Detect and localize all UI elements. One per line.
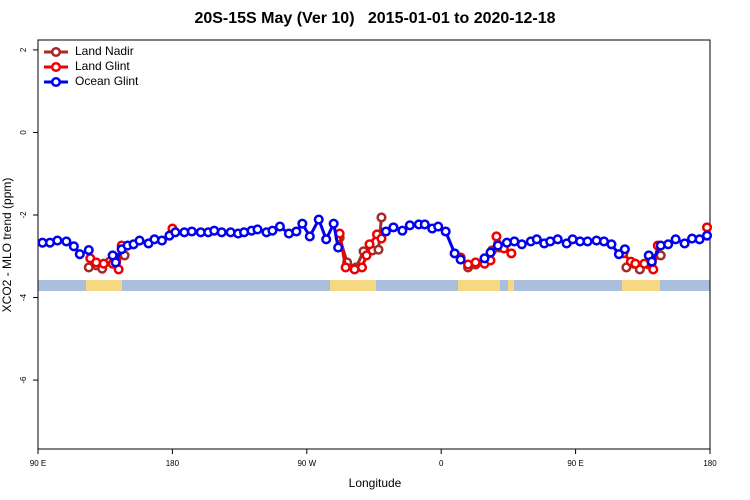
data-point <box>110 257 121 268</box>
data-point <box>646 256 657 267</box>
data-point <box>52 235 63 246</box>
land-patch <box>330 280 376 291</box>
x-tick-label: 180 <box>166 459 180 468</box>
data-point <box>485 247 496 258</box>
data-point <box>267 225 278 236</box>
data-point <box>333 242 344 253</box>
data-point <box>380 226 391 237</box>
data-point <box>606 239 617 250</box>
data-point <box>328 218 339 229</box>
data-point <box>388 222 399 233</box>
data-point <box>274 221 285 232</box>
land-patch <box>622 280 660 291</box>
x-tick-label: 90 W <box>297 459 316 468</box>
data-point <box>516 239 527 250</box>
data-point <box>679 238 690 249</box>
land-patch <box>458 280 500 291</box>
land-patch <box>86 280 122 291</box>
data-point <box>373 244 384 255</box>
legend-label: Land Nadir <box>75 44 134 58</box>
x-axis-label: Longitude <box>349 476 402 490</box>
data-point <box>291 226 302 237</box>
data-point <box>582 236 593 247</box>
data-point <box>216 227 227 238</box>
land-patch <box>508 280 514 291</box>
data-point <box>170 227 181 238</box>
data-point <box>613 249 624 260</box>
data-point <box>491 231 502 242</box>
data-point <box>619 244 630 255</box>
legend-label: Ocean Glint <box>75 74 139 88</box>
data-point <box>186 226 197 237</box>
y-axis-label: XCO2 - MLO trend (ppm) <box>0 178 14 313</box>
data-point <box>98 258 109 269</box>
data-point <box>701 230 713 241</box>
data-point <box>364 239 375 250</box>
data-point <box>321 234 332 245</box>
data-point <box>630 258 641 269</box>
y-tick-label: 0 <box>19 130 28 135</box>
data-point <box>470 257 481 268</box>
data-point <box>531 234 542 245</box>
data-point <box>297 218 308 229</box>
data-point <box>492 240 503 251</box>
data-point <box>83 245 94 256</box>
data-point <box>440 226 451 237</box>
legend-marker <box>50 61 62 73</box>
y-tick-label: -6 <box>19 376 28 384</box>
y-tick-label: -2 <box>19 211 28 219</box>
y-tick-label: 2 <box>19 47 28 52</box>
data-point <box>670 234 681 245</box>
data-point <box>404 220 415 231</box>
x-tick-label: 90 E <box>567 459 583 468</box>
data-point <box>419 219 430 230</box>
data-point <box>694 234 705 245</box>
data-point <box>134 235 145 246</box>
data-point <box>156 235 167 246</box>
data-point <box>340 262 351 273</box>
data-point <box>357 262 368 273</box>
chart-title: 20S-15S May (Ver 10) 2015-01-01 to 2020-… <box>194 10 555 27</box>
x-tick-label: 0 <box>439 459 444 468</box>
land-ocean-strip <box>38 280 710 291</box>
data-point <box>376 212 387 223</box>
data-point <box>479 253 490 264</box>
data-point <box>376 233 387 244</box>
data-point <box>648 264 659 275</box>
data-point <box>663 239 674 250</box>
data-point <box>313 214 324 225</box>
data-point <box>361 250 372 261</box>
data-point <box>552 234 563 245</box>
data-point <box>74 249 85 260</box>
data-point <box>252 224 263 235</box>
data-point <box>61 236 72 247</box>
data-point <box>506 248 517 259</box>
data-point <box>449 248 460 259</box>
legend-label: Land Glint <box>75 59 130 73</box>
y-tick-label: -4 <box>19 293 28 301</box>
data-point <box>68 241 79 252</box>
data-point <box>397 225 408 236</box>
x-tick-label: 90 E <box>30 459 46 468</box>
data-point <box>701 222 713 233</box>
data-point <box>455 254 466 265</box>
data-point <box>304 231 315 242</box>
legend-marker <box>50 46 62 58</box>
legend-marker <box>50 76 62 88</box>
data-point <box>433 221 444 232</box>
x-tick-label: 180 <box>703 459 717 468</box>
